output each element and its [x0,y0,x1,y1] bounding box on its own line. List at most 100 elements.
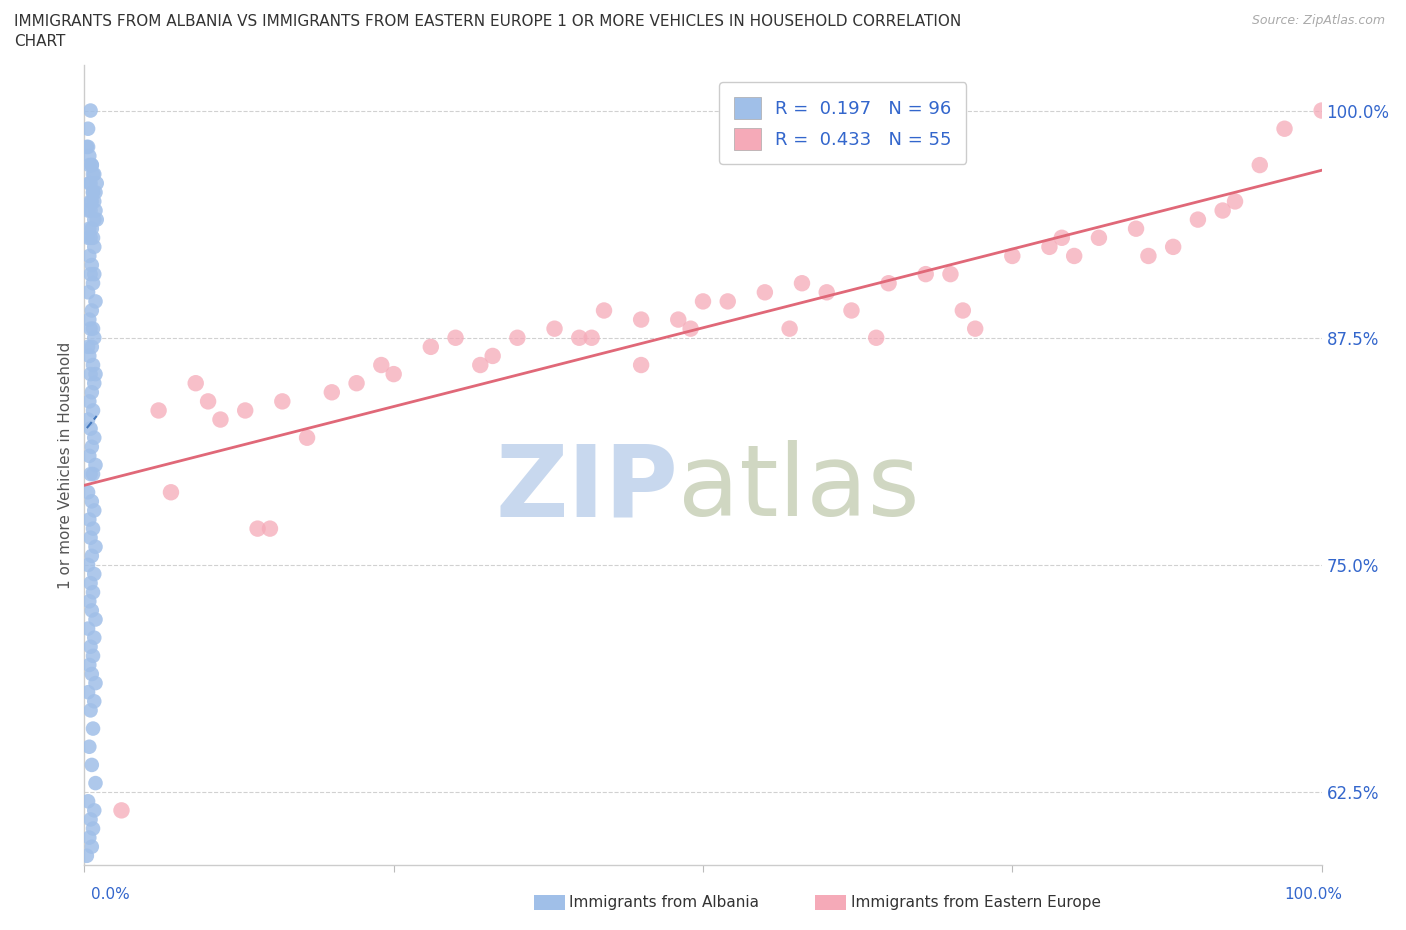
Point [84,203,107,218]
Text: 0.0%: 0.0% [91,887,131,902]
Point [1137,248,1160,263]
Point [184,376,207,391]
Point [1274,121,1296,136]
Point [679,321,702,336]
Point [86,176,108,191]
Text: Immigrants from Eastern Europe: Immigrants from Eastern Europe [851,895,1101,910]
Point [82,403,104,418]
Point [197,394,219,409]
Point [1161,239,1184,254]
Point [83,267,105,282]
Point [271,394,294,409]
Point [84,676,107,691]
Point [160,485,183,499]
Point [506,330,529,345]
Point [630,357,652,372]
Point [76,140,98,154]
Point [82,185,104,200]
Point [914,267,936,282]
Point [79,194,101,209]
Point [1187,212,1209,227]
Point [209,412,232,427]
Point [79,576,101,591]
Point [80,439,103,454]
Point [1050,231,1073,246]
Point [82,321,104,336]
Point [717,294,740,309]
Text: Immigrants from Albania: Immigrants from Albania [569,895,759,910]
Point [77,684,100,699]
Point [77,140,100,154]
Point [84,776,107,790]
Point [83,330,105,345]
Point [82,821,104,836]
Point [754,285,776,299]
Point [83,376,105,391]
Point [346,376,368,391]
Point [77,231,100,246]
Point [79,349,101,364]
Point [1038,239,1060,254]
Point [80,667,103,682]
Point [321,385,343,400]
Text: ZIP: ZIP [495,441,678,538]
Point [79,739,101,754]
Point [77,557,100,572]
Point [83,194,105,209]
Point [82,467,104,482]
Point [82,648,104,663]
Point [79,267,101,282]
Point [79,103,101,118]
Point [80,839,103,854]
Point [83,631,105,645]
Y-axis label: 1 or more Vehicles in Household: 1 or more Vehicles in Household [58,341,73,589]
Point [295,431,318,445]
Point [148,403,170,418]
Point [77,285,100,299]
Legend: R =  0.197   N = 96, R =  0.433   N = 55: R = 0.197 N = 96, R = 0.433 N = 55 [720,82,966,164]
Point [84,366,107,381]
Point [939,267,962,282]
Point [84,185,107,200]
Point [82,585,104,600]
Point [382,366,405,381]
Point [444,330,467,345]
Point [79,231,101,246]
Point [77,121,100,136]
Point [419,339,441,354]
Point [77,203,100,218]
Point [79,394,101,409]
Point [965,321,987,336]
Point [593,303,616,318]
Point [79,467,101,482]
Point [80,221,103,236]
Point [481,349,503,364]
Point [80,303,103,318]
Point [83,431,105,445]
Point [79,312,101,327]
Point [79,149,101,164]
Point [77,485,100,499]
Point [80,194,103,209]
Point [666,312,689,327]
Point [568,330,591,345]
Point [952,303,974,318]
Point [1001,248,1024,263]
Point [77,794,100,809]
Point [1125,221,1147,236]
Point [76,848,98,863]
Point [79,703,101,718]
Point [80,339,103,354]
Point [86,212,108,227]
Point [77,412,100,427]
Point [80,494,103,509]
Point [841,303,863,318]
Text: CHART: CHART [14,34,66,49]
Point [77,621,100,636]
Point [83,212,105,227]
Point [83,166,105,181]
Point [1249,157,1271,173]
Point [79,512,101,527]
Point [79,812,101,827]
Point [246,521,269,536]
